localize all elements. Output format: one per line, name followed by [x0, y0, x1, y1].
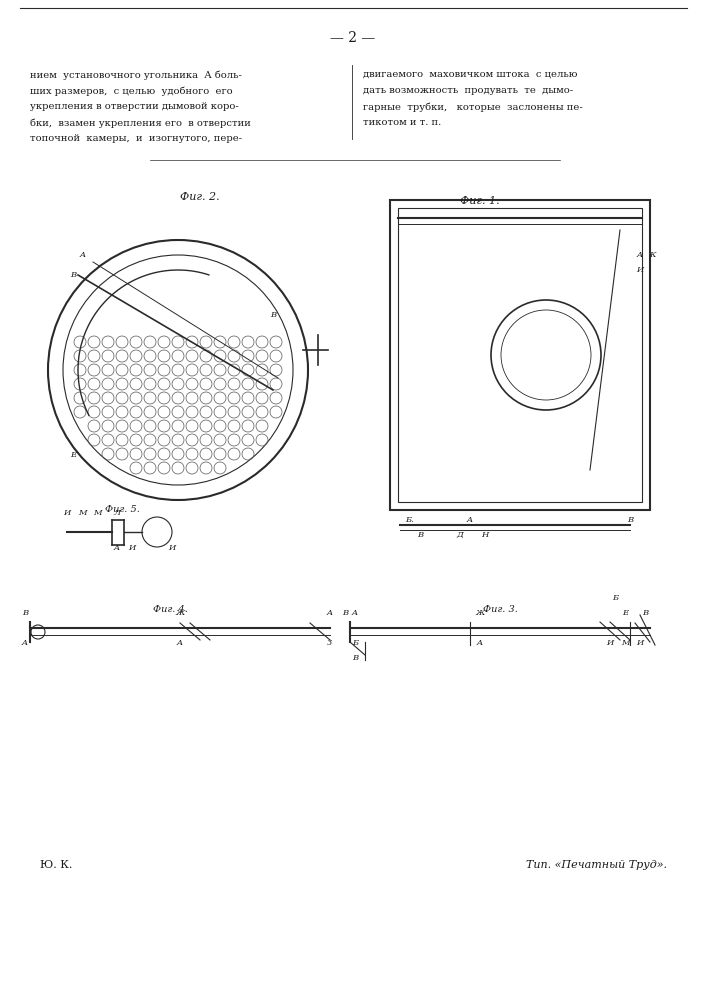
Text: Б: Б: [612, 594, 618, 602]
Text: Л: Л: [114, 509, 120, 517]
Bar: [390, 200, 650, 510]
Text: Фиг. 2.: Фиг. 2.: [180, 192, 220, 202]
Text: бки,  взамен укрепления его  в отверстии: бки, взамен укрепления его в отверстии: [30, 118, 251, 127]
Text: A: A: [467, 516, 473, 524]
Text: A: A: [114, 544, 120, 552]
Text: М: М: [93, 509, 101, 517]
Text: A: A: [22, 639, 28, 647]
Text: A: A: [177, 639, 183, 647]
Text: Б: Б: [352, 639, 358, 647]
Text: Н: Н: [481, 531, 489, 539]
Text: И: И: [129, 544, 136, 552]
Text: E: E: [622, 609, 628, 617]
Text: З: З: [327, 639, 332, 647]
Text: B: B: [417, 531, 423, 539]
Text: B: B: [342, 609, 348, 617]
Text: B: B: [70, 271, 76, 279]
Text: A: A: [352, 609, 358, 617]
Text: Б.: Б.: [406, 516, 414, 524]
Text: И: И: [64, 509, 71, 517]
Text: Фиг. 3.: Фиг. 3.: [483, 605, 518, 614]
Text: B: B: [270, 311, 276, 319]
Text: К: К: [649, 251, 655, 259]
Text: A: A: [80, 251, 86, 259]
Text: М: М: [78, 509, 86, 517]
Text: Тип. «Печатный Труд».: Тип. «Печатный Труд».: [526, 860, 667, 870]
Text: топочной  камеры,  и  изогнутого, пере-: топочной камеры, и изогнутого, пере-: [30, 134, 242, 143]
Text: тикотом и т. п.: тикотом и т. п.: [363, 118, 441, 127]
Text: гарные  трубки,   которые  заслонены пе-: гарные трубки, которые заслонены пе-: [363, 102, 583, 111]
Text: Ю. К.: Ю. К.: [40, 860, 72, 870]
Text: укрепления в отверстии дымовой коро-: укрепления в отверстии дымовой коро-: [30, 102, 239, 111]
Text: дать возможность  продувать  те  дымо-: дать возможность продувать те дымо-: [363, 86, 573, 95]
Text: ших размеров,  с целью  удобного  его: ших размеров, с целью удобного его: [30, 86, 233, 96]
Text: И: И: [636, 266, 643, 274]
Text: B: B: [627, 516, 633, 524]
Text: Ж: Ж: [175, 609, 185, 617]
Bar: [398, 208, 642, 502]
Text: двигаемого  маховичком штока  с целью: двигаемого маховичком штока с целью: [363, 70, 578, 79]
Text: E: E: [70, 451, 76, 459]
Text: A: A: [477, 639, 483, 647]
Text: B: B: [352, 654, 358, 662]
Text: Фиг. 1.: Фиг. 1.: [460, 196, 500, 206]
Text: И: И: [636, 639, 643, 647]
Text: И: И: [168, 544, 175, 552]
Text: М: М: [621, 639, 629, 647]
Text: Фиг. 4.: Фиг. 4.: [153, 605, 187, 614]
Text: B: B: [642, 609, 648, 617]
Text: — 2 —: — 2 —: [330, 31, 375, 45]
Text: Фиг. 5.: Фиг. 5.: [105, 505, 139, 514]
Text: Д: Д: [457, 531, 463, 539]
Text: И: И: [607, 639, 614, 647]
Text: Ж: Ж: [475, 609, 485, 617]
Text: A: A: [327, 609, 333, 617]
Text: A: A: [637, 251, 643, 259]
Text: B: B: [22, 609, 28, 617]
Text: нием  установочного угольника  A боль-: нием установочного угольника A боль-: [30, 70, 242, 80]
